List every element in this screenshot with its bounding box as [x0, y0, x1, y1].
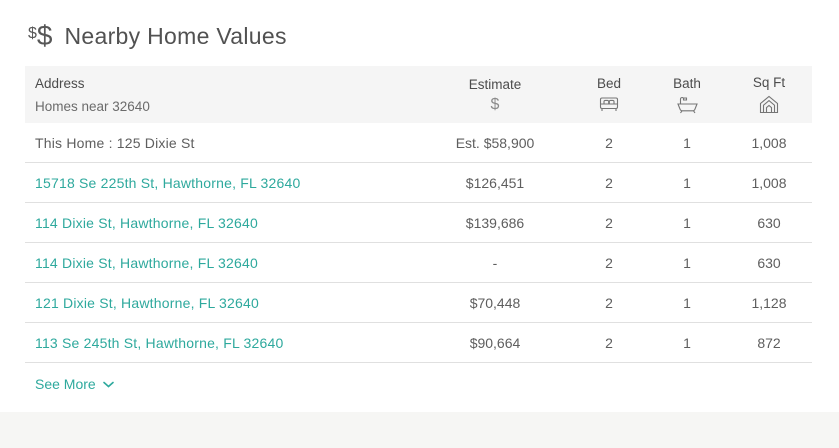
table-row: 121 Dixie St, Hawthorne, FL 32640 $70,44…	[25, 283, 812, 323]
row-address-cell: 15718 Se 225th St, Hawthorne, FL 32640	[25, 175, 420, 191]
row-sqft-cell: 1,008	[751, 174, 787, 191]
row-sqft-cell: 872	[757, 334, 781, 351]
row-address-cell: 114 Dixie St, Hawthorne, FL 32640	[25, 215, 420, 231]
bed-header-label: Bed	[596, 76, 622, 91]
table-header: Address Homes near 32640 Estimate $ Bed	[25, 66, 812, 123]
row-bath-cell: 1	[683, 294, 691, 311]
row-bed-cell: 2	[605, 174, 613, 191]
table-row: This Home : 125 Dixie St Est. $58,900 2 …	[25, 123, 812, 163]
row-estimate-cell: -	[492, 254, 498, 271]
address-text[interactable]: 114 Dixie St, Hawthorne, FL 32640	[35, 254, 258, 271]
row-estimate-cell: $139,686	[465, 214, 525, 231]
address-text[interactable]: 113 Se 245th St, Hawthorne, FL 32640	[35, 334, 284, 351]
address-text[interactable]: 121 Dixie St, Hawthorne, FL 32640	[35, 294, 259, 311]
see-more-button[interactable]: See More	[35, 376, 114, 392]
bathtub-icon	[677, 96, 698, 113]
row-bath-cell: 1	[683, 214, 691, 231]
page-title: Nearby Home Values	[64, 22, 287, 49]
table-row: 15718 Se 225th St, Hawthorne, FL 32640 $…	[25, 163, 812, 203]
big-dollar-glyph: $	[36, 20, 53, 51]
dollar-icon: $	[490, 95, 500, 113]
sqft-header-label: Sq Ft	[752, 75, 786, 90]
row-bed-cell: 2	[605, 254, 613, 271]
row-estimate-cell: $70,448	[469, 294, 521, 311]
table-row: 113 Se 245th St, Hawthorne, FL 32640 $90…	[25, 323, 812, 363]
chevron-down-icon	[102, 381, 114, 388]
row-address-cell: 114 Dixie St, Hawthorne, FL 32640	[25, 255, 420, 271]
row-bed-cell: 2	[605, 294, 613, 311]
row-address-cell: This Home : 125 Dixie St	[25, 135, 420, 151]
bed-icon	[599, 97, 619, 111]
address-header-subtitle: Homes near 32640	[35, 98, 150, 114]
row-bed-cell: 2	[605, 214, 613, 231]
estimate-column-header: Estimate $	[420, 77, 570, 113]
row-sqft-cell: 630	[757, 214, 781, 231]
row-bed-cell: 2	[605, 134, 613, 151]
address-header-label: Address	[35, 75, 85, 91]
home-values-dollar-icon: $ $	[28, 22, 52, 50]
row-bath-cell: 1	[683, 174, 691, 191]
home-values-table: Address Homes near 32640 Estimate $ Bed	[25, 66, 812, 394]
bath-header-label: Bath	[673, 75, 701, 91]
address-text[interactable]: 15718 Se 225th St, Hawthorne, FL 32640	[35, 174, 301, 191]
estimate-header-label: Estimate	[468, 76, 522, 92]
row-bath-cell: 1	[683, 334, 691, 351]
row-address-cell: 121 Dixie St, Hawthorne, FL 32640	[25, 295, 420, 311]
row-estimate-cell: $90,664	[469, 334, 521, 351]
table-row: 114 Dixie St, Hawthorne, FL 32640 - 2 1 …	[25, 243, 812, 283]
see-more-label: See More	[35, 376, 96, 392]
section-title-row: $ $ Nearby Home Values	[28, 22, 839, 50]
sqft-column-header: Sq Ft	[726, 75, 812, 114]
bed-column-header: Bed	[570, 76, 648, 113]
address-text: This Home : 125 Dixie St	[35, 134, 195, 151]
row-sqft-cell: 1,128	[751, 294, 787, 311]
row-sqft-cell: 630	[757, 254, 781, 271]
row-bath-cell: 1	[683, 254, 691, 271]
row-estimate-cell: Est. $58,900	[455, 134, 535, 151]
table-row: 114 Dixie St, Hawthorne, FL 32640 $139,6…	[25, 203, 812, 243]
small-dollar-glyph: $	[28, 25, 37, 42]
row-address-cell: 113 Se 245th St, Hawthorne, FL 32640	[25, 335, 420, 351]
bath-column-header: Bath	[648, 76, 726, 114]
bottom-background-band	[0, 412, 839, 448]
row-estimate-cell: $126,451	[465, 174, 525, 191]
row-bath-cell: 1	[683, 134, 691, 151]
nearby-home-values-section: $ $ Nearby Home Values Address Homes nea…	[25, 22, 839, 394]
row-sqft-cell: 1,008	[751, 134, 787, 151]
address-text[interactable]: 114 Dixie St, Hawthorne, FL 32640	[35, 214, 258, 231]
address-column-header: Address Homes near 32640	[25, 76, 420, 114]
table-body: This Home : 125 Dixie St Est. $58,900 2 …	[25, 123, 812, 363]
house-icon	[759, 95, 779, 114]
row-bed-cell: 2	[605, 334, 613, 351]
